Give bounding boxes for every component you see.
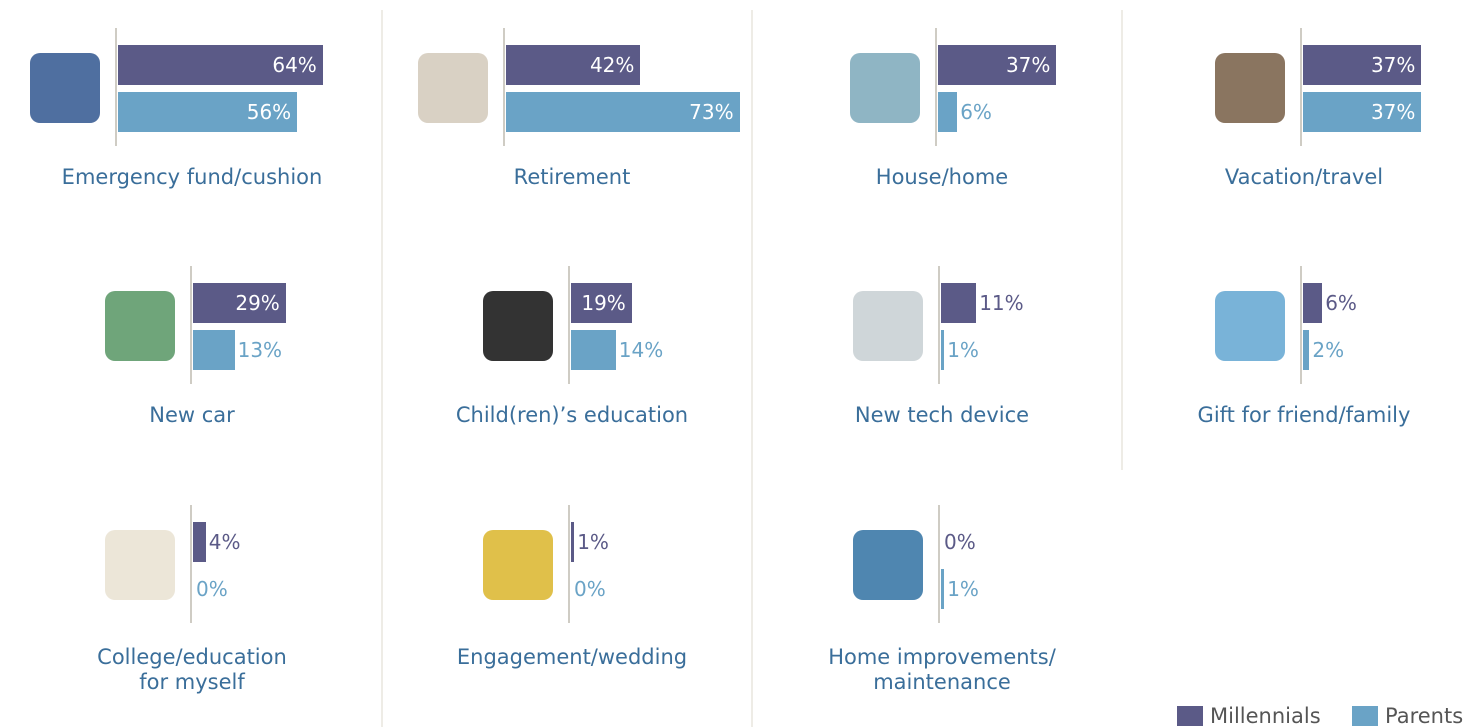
bar [193,330,235,370]
axis-line [503,28,505,146]
icon [30,53,100,123]
value-label: 37% [1370,100,1416,124]
category-label: Emergency fund/cushion [61,165,323,189]
value-label: 56% [246,100,292,124]
value-label: 37% [1005,53,1051,77]
category-label: Gift for friend/family [1197,403,1411,427]
icon [1215,53,1285,123]
value-label: 6% [1325,291,1357,315]
category-label: Child(ren)’s education [455,403,689,427]
value-label: 6% [960,100,992,124]
axis-line [935,28,937,146]
bar [1303,283,1323,323]
value-label: 73% [689,100,734,124]
bar [571,330,616,370]
legend-swatch [1352,706,1378,726]
bar [506,92,740,132]
value-label: 1% [947,577,979,601]
icon [418,53,488,123]
bar [1303,330,1310,370]
axis-line [938,505,940,623]
value-label: 42% [589,53,635,77]
bar [571,522,575,562]
value-label: 0% [944,530,976,554]
legend-label: Millennials [1210,704,1321,727]
value-label: 1% [577,530,609,554]
bar [118,45,323,85]
category-label: Retirement [513,165,631,189]
icon [853,291,923,361]
bar [1303,45,1422,85]
value-label: 29% [235,291,280,315]
legend-swatch [1177,706,1203,726]
column-separator [751,10,753,727]
category-label: College/education for myself [97,645,287,694]
value-label: 0% [574,577,606,601]
legend-label: Parents [1385,704,1464,727]
value-label: 64% [272,53,317,77]
value-label: 37% [1370,53,1416,77]
bar [938,92,958,132]
value-label: 14% [618,338,664,362]
axis-line [1300,28,1302,146]
bar [118,92,298,132]
icon [853,530,923,600]
axis-line [568,505,570,623]
category-label: New tech device [854,403,1030,427]
category-label: New car [149,403,235,427]
column-separator [381,10,383,727]
bar [571,283,632,323]
bar [941,283,977,323]
icon [1215,291,1285,361]
value-label: 19% [581,291,626,315]
bar [506,45,641,85]
axis-line [938,266,940,384]
bar [938,45,1057,85]
value-label: 11% [979,291,1024,315]
value-label: 1% [947,338,979,362]
icon [483,291,553,361]
bar [941,330,945,370]
value-label: 4% [208,530,241,554]
axis-line [1300,266,1302,384]
value-label: 0% [196,577,228,601]
axis-line [115,28,117,146]
icon [105,291,175,361]
icon [483,530,553,600]
category-label: Vacation/travel [1224,165,1384,189]
category-label: Engagement/wedding [456,645,688,669]
axis-line [190,266,192,384]
bar [193,522,206,562]
bar [1303,92,1422,132]
icon [105,530,175,600]
icon [850,53,920,123]
column-separator [1121,10,1123,470]
axis-line [190,505,192,623]
value-label: 2% [1312,338,1345,362]
bar [193,283,286,323]
category-label: House/home [875,165,1009,189]
bar [941,569,945,609]
axis-line [568,266,570,384]
category-label: Home improvements/ maintenance [828,645,1056,694]
value-label: 13% [237,338,283,362]
